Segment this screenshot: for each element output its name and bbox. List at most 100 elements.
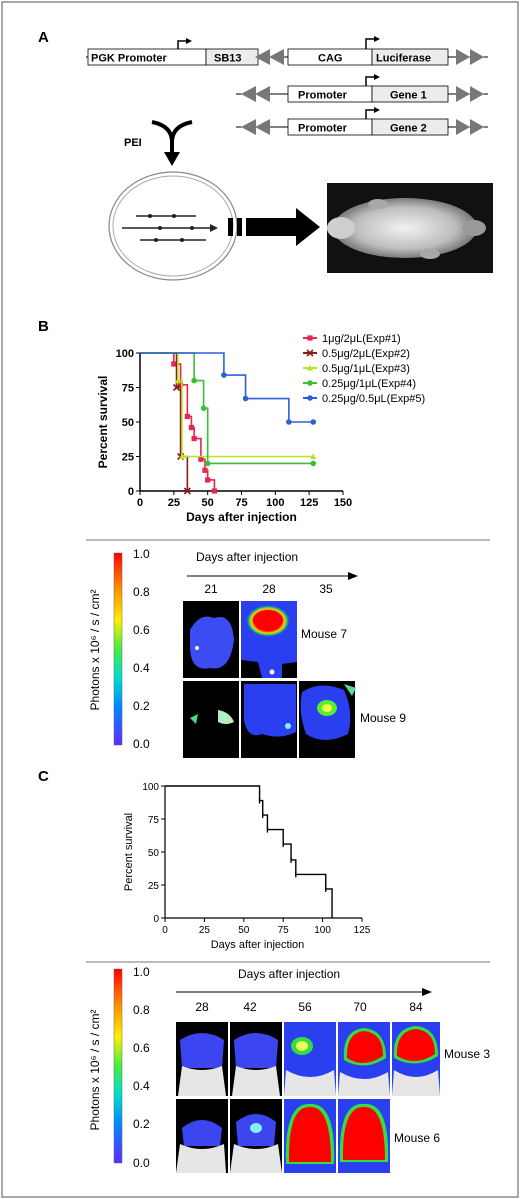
scale-tick-c-2: 0.6 — [133, 1041, 150, 1055]
color-bar-c — [113, 968, 123, 1164]
chart-b-y-tick-label-3: 75 — [122, 383, 134, 395]
promoter-label-1: Promoter — [298, 90, 348, 102]
chart-b-y-tick-label-1: 25 — [122, 452, 134, 464]
scale-tick-c-0: 1.0 — [133, 965, 150, 979]
chart-c-x-tick-label-1: 25 — [199, 925, 211, 936]
scale-tick-c-4: 0.2 — [133, 1117, 150, 1131]
chart-b-series-0-point-1 — [171, 361, 177, 367]
scale-tick-b-2: 0.6 — [133, 623, 150, 637]
chart-c-y-axis-title: Percent survival — [123, 813, 135, 891]
chart-b-series-0-point-9 — [211, 488, 218, 494]
chart-b-series-0-point-5 — [191, 435, 197, 442]
chart-c-y-tick-label-2: 50 — [148, 848, 160, 859]
panel-a-label: A — [38, 29, 49, 46]
image-mouse9-day35 — [299, 681, 356, 758]
chart-b-x-tick-label-4: 100 — [266, 497, 284, 509]
chart-b-series-3-point-1 — [191, 377, 197, 384]
mouse-3-label: Mouse 3 — [444, 1047, 490, 1061]
chart-b-series-4-point-2 — [242, 395, 249, 402]
transfected-cell — [108, 171, 238, 281]
panel-c: C 0 25 50 75 100 125 0 25 50 75 100 Days after inje… — [38, 768, 490, 1173]
day-label-c-3: 70 — [353, 1000, 367, 1014]
image-mouse7-day21 — [183, 601, 239, 678]
chart-c-x-tick-label-0: 0 — [162, 925, 168, 936]
chart-b-series-0-point-7 — [202, 467, 208, 473]
chart-b-series-0-line — [140, 352, 216, 491]
image-mouse6-day28 — [176, 1099, 228, 1173]
chart-b-legend-label-1: 0.5μg/2μL(Exp#2) — [322, 348, 410, 360]
chart-b-legend-label-4: 0.25μg/0.5μL(Exp#5) — [322, 393, 425, 405]
mouse-6-label: Mouse 6 — [394, 1131, 440, 1145]
chart-b-series-2-point-2 — [178, 453, 185, 460]
scale-tick-b-4: 0.2 — [133, 699, 150, 713]
panel-c-label: C — [38, 768, 49, 785]
chart-b-series-0-point-2 — [178, 382, 184, 388]
chart-b-x-tick-label-3: 75 — [235, 497, 247, 509]
chart-b-x-tick-label-1: 25 — [168, 497, 180, 509]
chart-b-series-1-point-3 — [183, 487, 191, 495]
chart-b-series-0-point-6 — [198, 456, 204, 462]
panel-b-label: B — [38, 318, 49, 335]
chart-b-legend-marker-3 — [307, 380, 313, 386]
chart-c-y-tick-label-0: 0 — [153, 914, 159, 925]
promoter-label-2: Promoter — [298, 123, 348, 135]
scale-tick-b-3: 0.4 — [133, 661, 150, 675]
image-mouse6-day70 — [338, 1099, 390, 1173]
chart-c-x-tick-label-5: 125 — [354, 925, 371, 936]
chart-b-x-tick-label-2: 50 — [202, 497, 214, 509]
chart-c-y-tick-label-1: 25 — [148, 881, 160, 892]
days-title-b: Days after injection — [196, 550, 298, 564]
image-mouse3-day56 — [284, 1022, 336, 1096]
color-bar-b — [113, 552, 123, 746]
image-mouse3-day42 — [230, 1022, 282, 1096]
chart-b-series-3-line — [140, 352, 314, 465]
chart-c-x-tick-label-2: 50 — [238, 925, 250, 936]
scale-tick-c-1: 0.8 — [133, 1003, 150, 1017]
image-mouse6-day42 — [230, 1099, 282, 1173]
chart-b-x-axis-title: Days after injection — [186, 510, 297, 524]
pei-label: PEI — [124, 137, 142, 149]
chart-b-legend-label-2: 0.5μg/1μL(Exp#3) — [322, 363, 410, 375]
mouse-photo — [327, 183, 493, 273]
image-mouse3-day84 — [392, 1022, 440, 1096]
sb13-label: SB13 — [214, 53, 242, 65]
mouse-7-label: Mouse 7 — [301, 627, 347, 641]
chart-b-x-tick-label-5: 125 — [300, 497, 318, 509]
chart-c-y-tick-label-3: 75 — [148, 815, 160, 826]
chart-b-series-2-point-1 — [174, 377, 181, 384]
luciferase-label: Luciferase — [376, 53, 431, 65]
day-label-b-2: 35 — [319, 582, 333, 596]
image-mouse3-day70 — [338, 1022, 390, 1096]
chart-c-x-axis-title: Days after injection — [211, 939, 305, 951]
chart-b-series-4-point-4 — [310, 419, 317, 425]
pgk-promoter-label: PGK Promoter — [91, 53, 168, 65]
chart-b-series-3-point-2 — [200, 405, 207, 412]
chart-b-series-4-point-1 — [221, 372, 227, 378]
chart-c-x-tick-label-4: 100 — [314, 925, 331, 936]
injection-arrow — [228, 208, 320, 246]
day-label-c-2: 56 — [298, 1000, 312, 1014]
chart-b-legend-marker-0 — [307, 335, 313, 341]
scale-title-b: Photons x 10⁶ / s / cm² — [88, 590, 102, 711]
chart-b-series-2-point-3 — [310, 453, 317, 460]
chart-b-x-tick-label-0: 0 — [137, 497, 143, 509]
chart-b-series-0-point-3 — [184, 413, 190, 420]
photon-scale-b: 1.0 0.8 0.6 0.4 0.2 0.0 Photons x 10⁶ / … — [88, 547, 150, 751]
chart-b-series-0-point-4 — [188, 424, 195, 431]
panel-a: A PGK Promoter SB13 CAG Luciferase — [38, 29, 493, 281]
chart-c-x-tick-label-3: 75 — [278, 925, 290, 936]
image-mouse9-day28 — [241, 681, 297, 758]
image-mouse6-day56 — [284, 1099, 336, 1173]
chart-b-legend-label-3: 0.25μg/1μL(Exp#4) — [322, 378, 416, 390]
chart-b-y-tick-label-2: 50 — [122, 417, 134, 429]
days-title-c: Days after injection — [238, 967, 340, 981]
chart-b-series-3-point-4 — [310, 460, 317, 467]
chart-b-series-0-point-8 — [205, 477, 211, 483]
construct-transposase: PGK Promoter SB13 CAG Luciferase — [86, 36, 488, 66]
day-label-c-1: 42 — [243, 1000, 257, 1014]
mouse-9-label: Mouse 9 — [360, 711, 406, 725]
